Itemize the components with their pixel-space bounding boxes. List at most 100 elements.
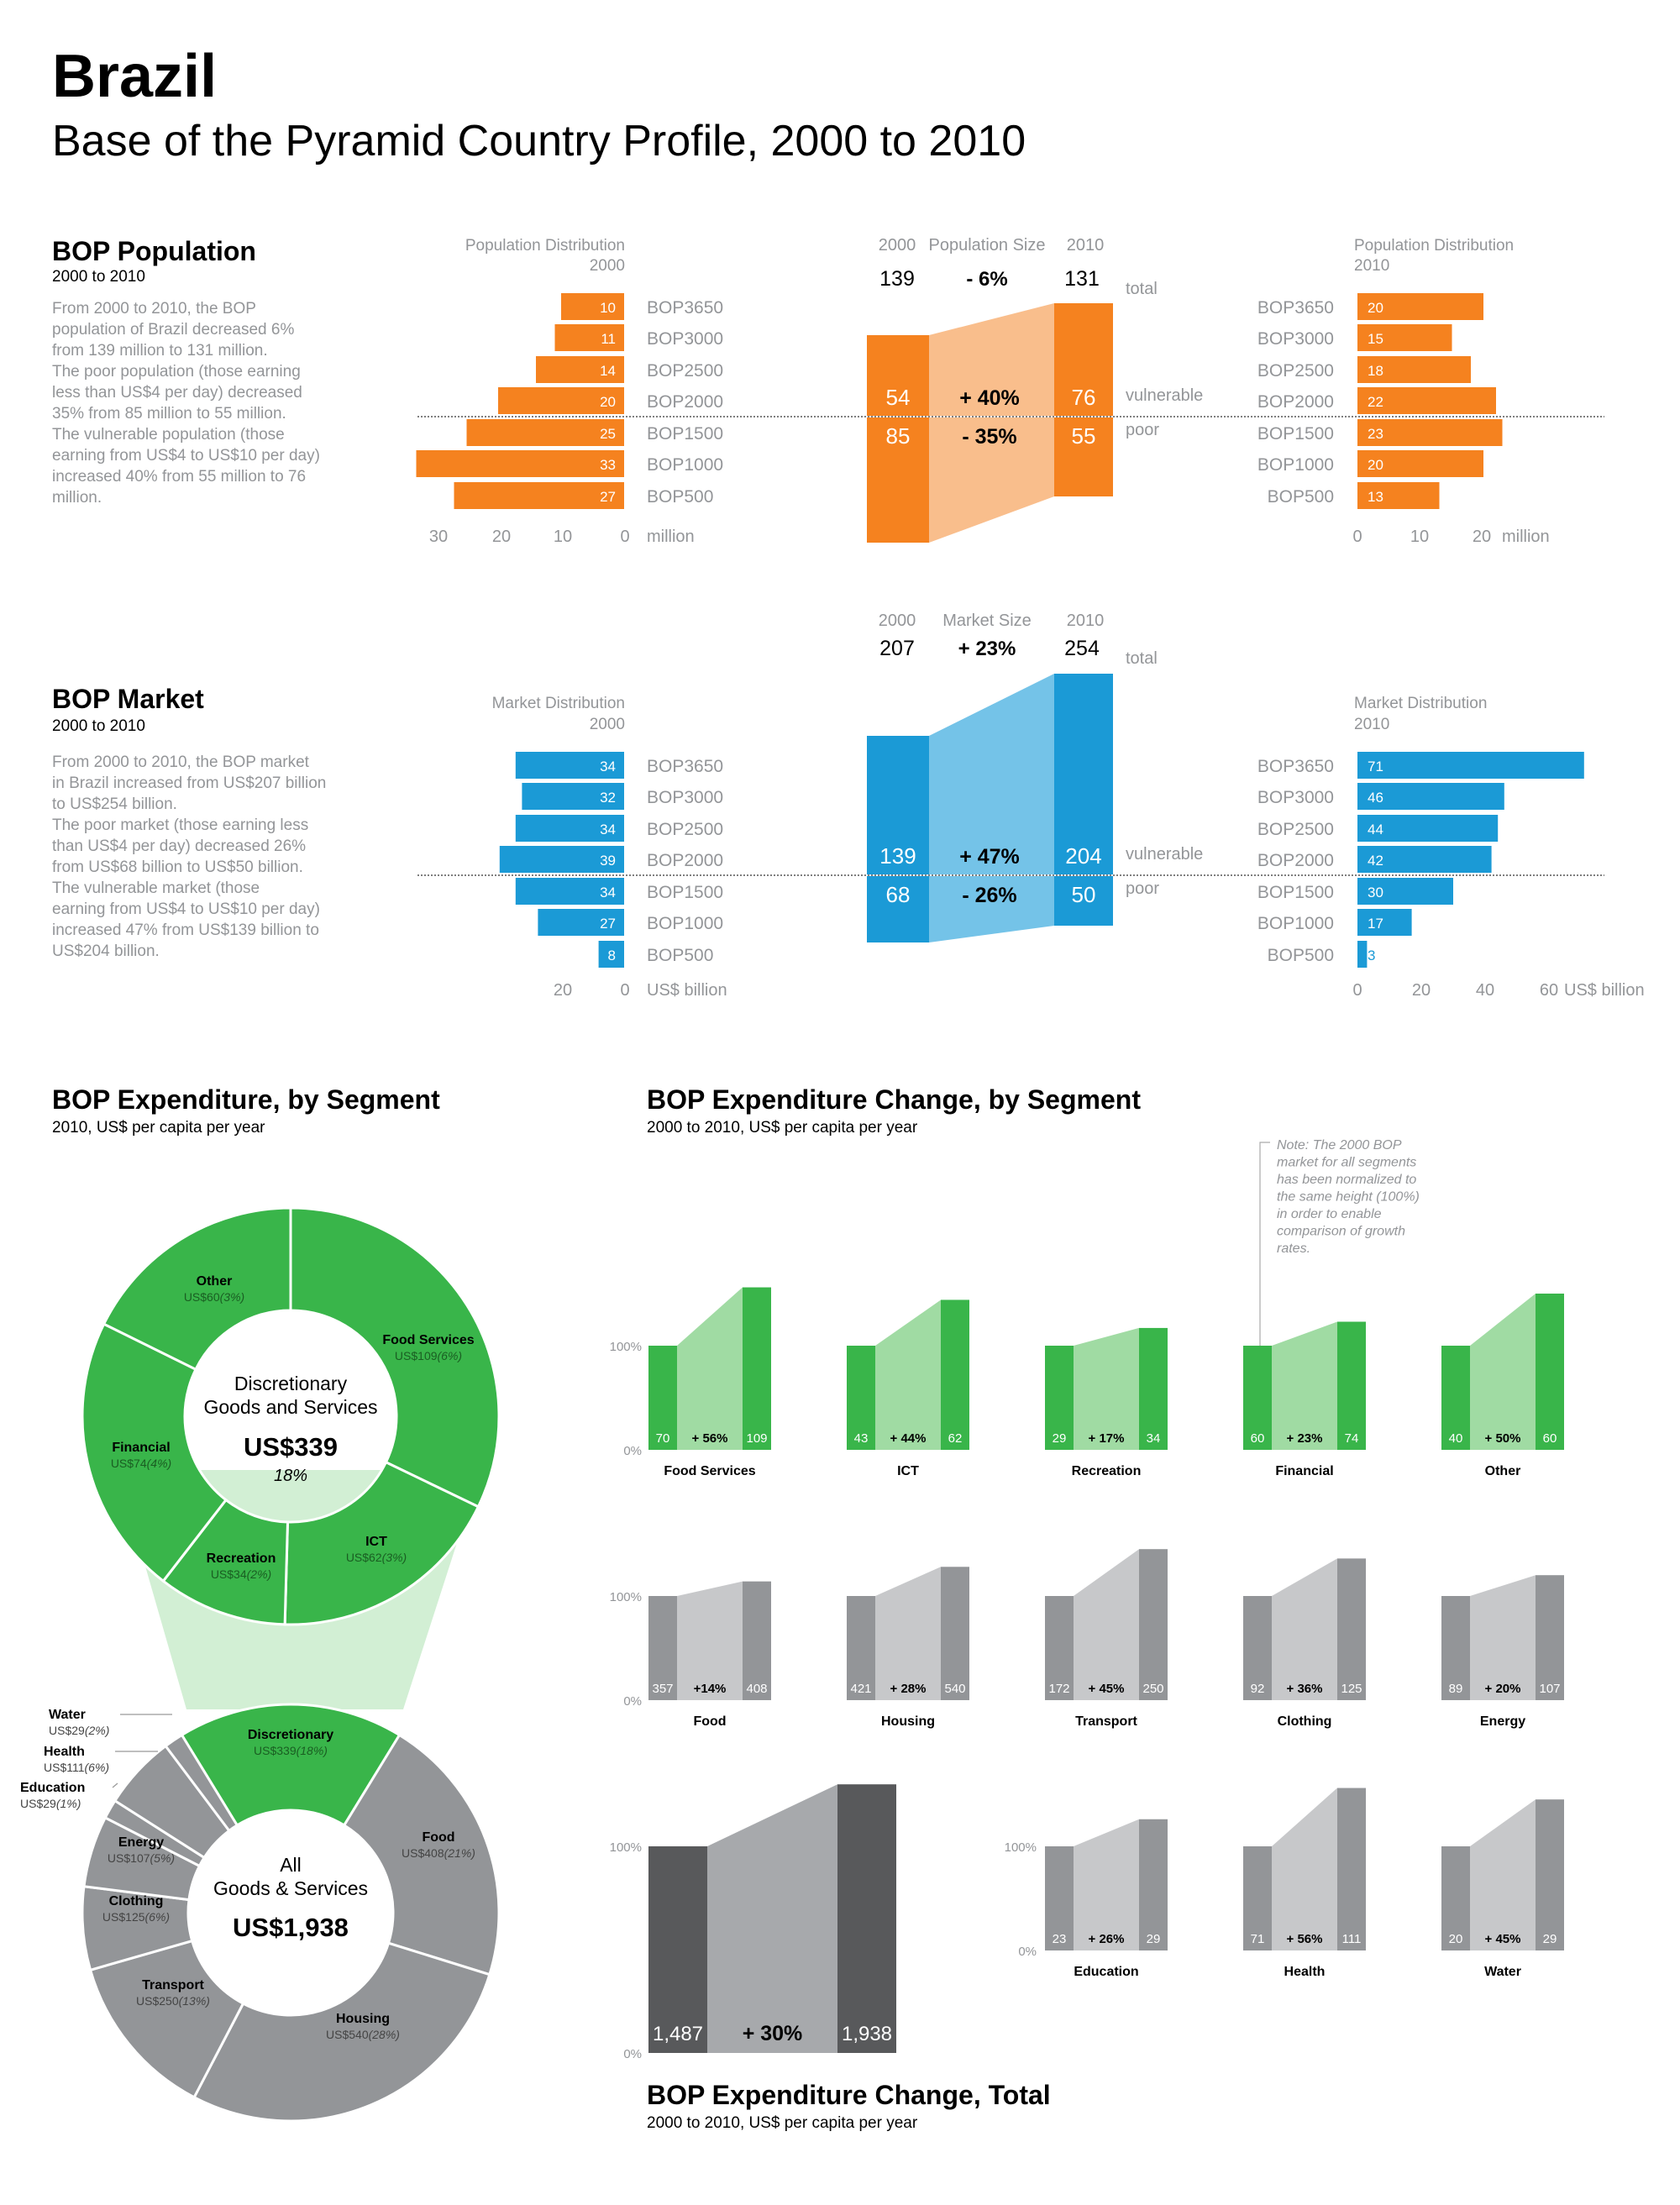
category-label-left: BOP3000 <box>647 329 723 349</box>
slice-value-pct: (2%) <box>247 1567 272 1581</box>
segment-label: Housing <box>881 1714 935 1729</box>
bar-2000 <box>1045 1846 1074 1950</box>
bar-BOP2500 <box>536 356 624 383</box>
bar-value: 42 <box>1368 853 1383 869</box>
slice-value-amount: US$29 <box>49 1724 85 1737</box>
segment-label: Food <box>693 1714 726 1729</box>
poor-label: poor <box>1126 879 1159 898</box>
bar-2000 <box>1045 1346 1074 1450</box>
value-2000: 29 <box>1053 1431 1067 1446</box>
value-2000: 92 <box>1251 1682 1265 1696</box>
change-value: +14% <box>694 1682 727 1696</box>
bar-2010 <box>1337 1788 1366 1950</box>
slice-label: Education <box>20 1781 85 1795</box>
slice-label: Clothing <box>109 1894 164 1908</box>
change-band <box>1470 1799 1536 1950</box>
slice-value-pct: (3%) <box>220 1290 245 1304</box>
poor-2010: 55 <box>1072 423 1096 449</box>
segment-label: Health <box>1284 1965 1326 1979</box>
vulnerable-label: vulnerable <box>1126 386 1203 405</box>
bar-BOP2500 <box>1357 356 1471 383</box>
bar-BOP3650 <box>561 293 624 320</box>
bar-BOP1000 <box>416 450 624 477</box>
donut-center-pct: 18% <box>274 1467 307 1485</box>
slice-water <box>164 1733 239 1833</box>
pop-right-title-2: 2010 <box>1354 257 1389 275</box>
value-2010: 62 <box>948 1431 963 1446</box>
change-value: + 50% <box>1485 1431 1521 1446</box>
note-line: market for all segments <box>1277 1156 1416 1170</box>
size-label: Market Size <box>942 612 1032 630</box>
description-line: to US$254 billion. <box>52 795 177 813</box>
bar-value: 71 <box>1368 759 1383 774</box>
category-label-left: BOP1000 <box>647 455 723 475</box>
axis-tick: 20 <box>492 528 511 546</box>
bar-2000 <box>1243 1596 1272 1700</box>
bar-BOP1500 <box>466 419 624 446</box>
slice-value: US$107(5%) <box>108 1851 175 1865</box>
change-value: + 56% <box>692 1431 728 1446</box>
change-band <box>875 1567 941 1700</box>
value-2000: 60 <box>1251 1431 1265 1446</box>
category-label-right: BOP1500 <box>1257 424 1334 444</box>
change-band <box>1074 1549 1139 1700</box>
total-2010: 131 <box>1064 267 1100 291</box>
change-value: + 44% <box>890 1431 927 1446</box>
category-label-right: BOP2500 <box>1257 361 1334 381</box>
bar-value: 23 <box>1368 426 1383 442</box>
axis-tick: 10 <box>1410 528 1429 546</box>
mkt-right-title-2: 2010 <box>1354 716 1389 733</box>
page-title: Brazil <box>52 43 217 110</box>
change-value: + 17% <box>1089 1431 1125 1446</box>
slice-value-pct: (13%) <box>179 1994 210 2008</box>
category-label-left: BOP1000 <box>647 914 723 933</box>
bar-value: 32 <box>600 790 616 806</box>
bar-BOP1500 <box>1357 419 1503 446</box>
vulnerable-2010: 204 <box>1065 843 1101 869</box>
bar-2010 <box>1337 1558 1366 1700</box>
slice-value-amount: US$408 <box>402 1846 444 1860</box>
poor-2010: 50 <box>1072 882 1096 907</box>
change-band <box>1074 1819 1139 1950</box>
bar-BOP2000 <box>1357 846 1492 873</box>
bar-value: 8 <box>608 948 616 963</box>
poor-change: - 26% <box>962 884 1016 907</box>
slice-label: Food Services <box>382 1333 474 1347</box>
slice-value: US$34(2%) <box>211 1567 271 1581</box>
bar-2010 <box>743 1287 771 1450</box>
bar-2010 <box>1139 1327 1168 1450</box>
description-line: increased 47% from US$139 billion to <box>52 921 319 939</box>
category-label-right: BOP2000 <box>1257 851 1334 870</box>
pop-2000-bars: 10 11 14 20 25 33 27 <box>416 293 624 509</box>
change-band <box>929 303 1054 543</box>
bar-value: 18 <box>1368 363 1383 379</box>
bar-value: 20 <box>600 394 616 410</box>
bar-BOP2500 <box>515 815 624 842</box>
segment-label: ICT <box>897 1464 919 1478</box>
description-line: earning from US$4 to US$10 per day) <box>52 900 320 918</box>
year-2010-label: 2010 <box>1067 612 1105 630</box>
slice-value-pct: (2%) <box>85 1724 110 1737</box>
value-2010: 540 <box>944 1682 965 1696</box>
axis-tick: 0 <box>620 528 629 546</box>
donut-center-line1: Discretionary <box>234 1373 348 1394</box>
bar-BOP1000 <box>538 909 624 936</box>
slice-housing <box>192 1941 491 2123</box>
donut-center-value: US$339 <box>244 1432 338 1462</box>
slice-value-pct: (4%) <box>147 1457 172 1470</box>
note-line: the same height (100%) <box>1277 1190 1420 1205</box>
description-line: increased 40% from 55 million to 76 <box>52 468 306 486</box>
total-change-title: BOP Expenditure Change, Total <box>647 2080 1051 2110</box>
slice-value-amount: US$107 <box>108 1851 150 1865</box>
bar-BOP500 <box>1357 941 1368 968</box>
change-title: BOP Expenditure Change, by Segment <box>647 1084 1141 1115</box>
change-band <box>1470 1294 1536 1450</box>
market-title: BOP Market <box>52 684 204 714</box>
expenditure-title: BOP Expenditure, by Segment <box>52 1084 440 1115</box>
change-value: + 23% <box>1287 1431 1323 1446</box>
bar-2000 <box>1243 1346 1272 1450</box>
category-label-right: BOP500 <box>1268 946 1334 965</box>
slice-value: US$60(3%) <box>184 1290 244 1304</box>
bar-2010 <box>1054 303 1113 496</box>
bar-value: 20 <box>1368 457 1383 473</box>
